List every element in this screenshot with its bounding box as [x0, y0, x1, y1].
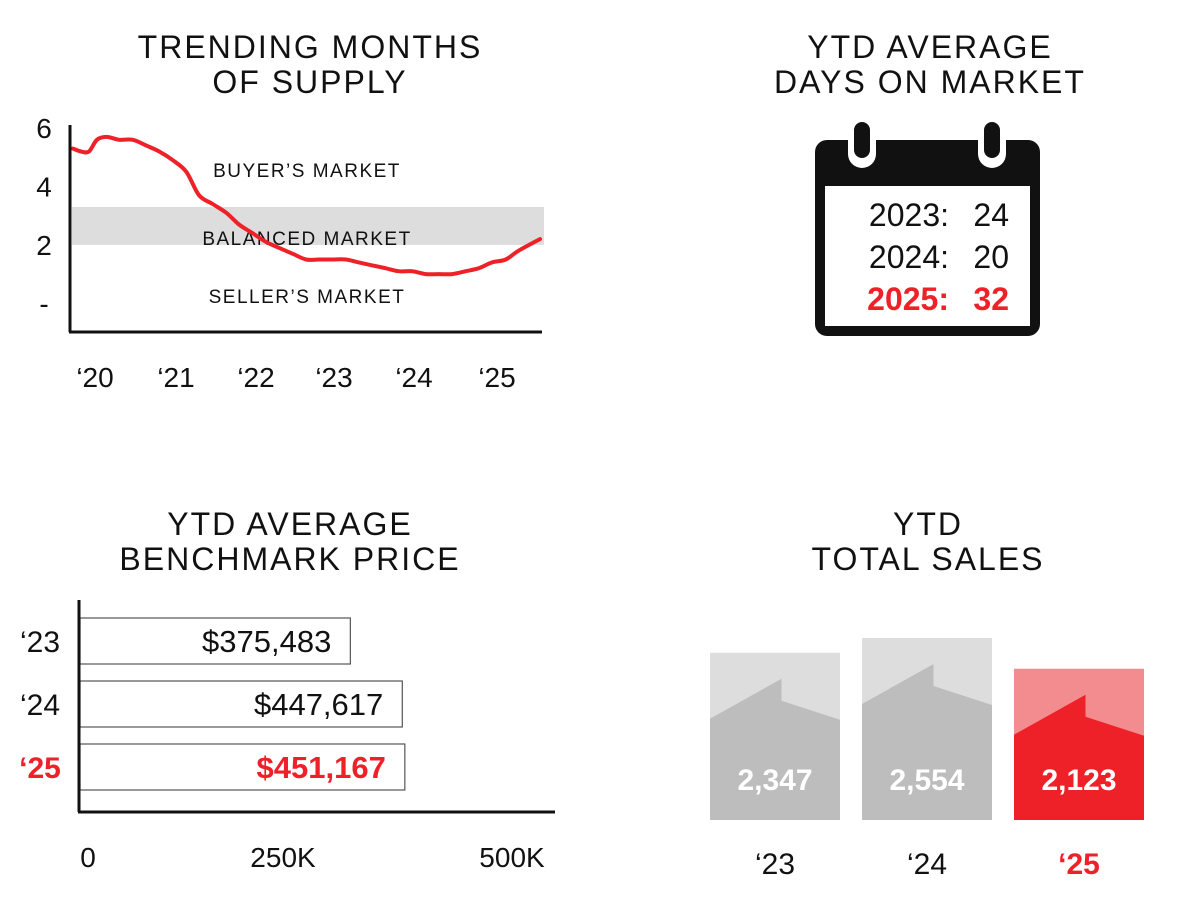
days-2023: 2023: 24 [822, 194, 1032, 236]
house-shape [710, 678, 840, 820]
benchmark-price-chart: $375,483 ‘23 $447,617 ‘24 $451,167 ‘25 0 250K 5… [19, 600, 555, 873]
days-value: 20 [973, 239, 1009, 275]
year-label: 2024: [868, 239, 949, 275]
year-label: 2023: [868, 197, 949, 233]
price-bar [79, 617, 351, 665]
total-sales-title: YTD TOTAL SALES [678, 507, 1178, 577]
buyers-market-label: BUYER’S MARKET [213, 161, 401, 182]
year-label: ‘24 [20, 689, 60, 722]
sellers-market-label: SELLER’S MARKET [209, 287, 406, 308]
price-label: $375,483 [202, 624, 331, 659]
balanced-market-band [72, 206, 544, 245]
title-line: OF SUPPLY [212, 64, 408, 100]
title-line: TOTAL SALES [811, 541, 1045, 577]
x-tick-label: ‘22 [237, 362, 274, 393]
benchmark-price-title: YTD AVERAGE BENCHMARK PRICE [40, 507, 540, 577]
x-tick-label: 0 [80, 842, 96, 873]
title-line: YTD AVERAGE [167, 506, 413, 542]
sales-value-label: 2,554 [889, 764, 964, 797]
price-bar [79, 680, 403, 728]
y-tick-label: 4 [36, 172, 52, 203]
year-label: ‘23 [755, 848, 795, 881]
days-2025: 2025: 32 [822, 278, 1032, 320]
price-bar [79, 743, 406, 791]
sales-value-label: 2,347 [737, 764, 812, 797]
year-label: ‘25 [19, 752, 61, 785]
x-tick-label: ‘23 [315, 362, 352, 393]
sales-value-label: 2,123 [1041, 764, 1116, 797]
y-tick-label: 2 [36, 230, 52, 261]
price-label: $451,167 [257, 750, 386, 785]
sales-bar: 2,554 ‘24 [862, 638, 992, 881]
title-line: YTD AVERAGE [807, 29, 1053, 65]
sales-bar: 2,123 ‘25 [1014, 668, 1144, 881]
days-on-market-values: 2023: 24 2024: 20 2025: 32 [822, 194, 1032, 320]
days-value: 32 [973, 281, 1009, 317]
x-tick-label: ‘24 [395, 362, 432, 393]
supply-trend-line [71, 134, 542, 277]
house-shape [862, 664, 992, 820]
year-label: ‘23 [20, 626, 60, 659]
days-value: 24 [973, 197, 1009, 233]
title-line: BENCHMARK PRICE [119, 541, 461, 577]
title-line: YTD [893, 506, 963, 542]
title-line: DAYS ON MARKET [774, 64, 1086, 100]
x-tick-label: ‘21 [157, 362, 194, 393]
year-label: ‘24 [907, 848, 947, 881]
months-of-supply-chart: BUYER’S MARKET BALANCED MARKET SELLER’S … [36, 113, 544, 393]
y-tick-label: 6 [36, 113, 52, 144]
sales-bar: 2,347 ‘23 [710, 652, 840, 881]
days-on-market-title: YTD AVERAGE DAYS ON MARKET [680, 30, 1180, 100]
title-line: TRENDING MONTHS [137, 29, 483, 65]
x-tick-label: ‘20 [76, 362, 113, 393]
days-2024: 2024: 20 [822, 236, 1032, 278]
x-tick-label: ‘25 [478, 362, 515, 393]
year-label: ‘25 [1058, 848, 1100, 881]
price-label: $447,617 [254, 687, 383, 722]
house-shape [1014, 694, 1144, 820]
total-sales-chart: 2,347 ‘23 2,554 ‘24 2,123 ‘25 [710, 638, 1144, 881]
months-of-supply-title: TRENDING MONTHS OF SUPPLY [60, 30, 560, 100]
x-tick-label: 250K [250, 842, 316, 873]
calendar-icon [815, 122, 1040, 336]
x-tick-label: 500K [479, 842, 545, 873]
year-label: 2025: [867, 281, 949, 317]
balanced-market-label: BALANCED MARKET [202, 229, 411, 250]
y-tick-label: - [39, 288, 48, 319]
